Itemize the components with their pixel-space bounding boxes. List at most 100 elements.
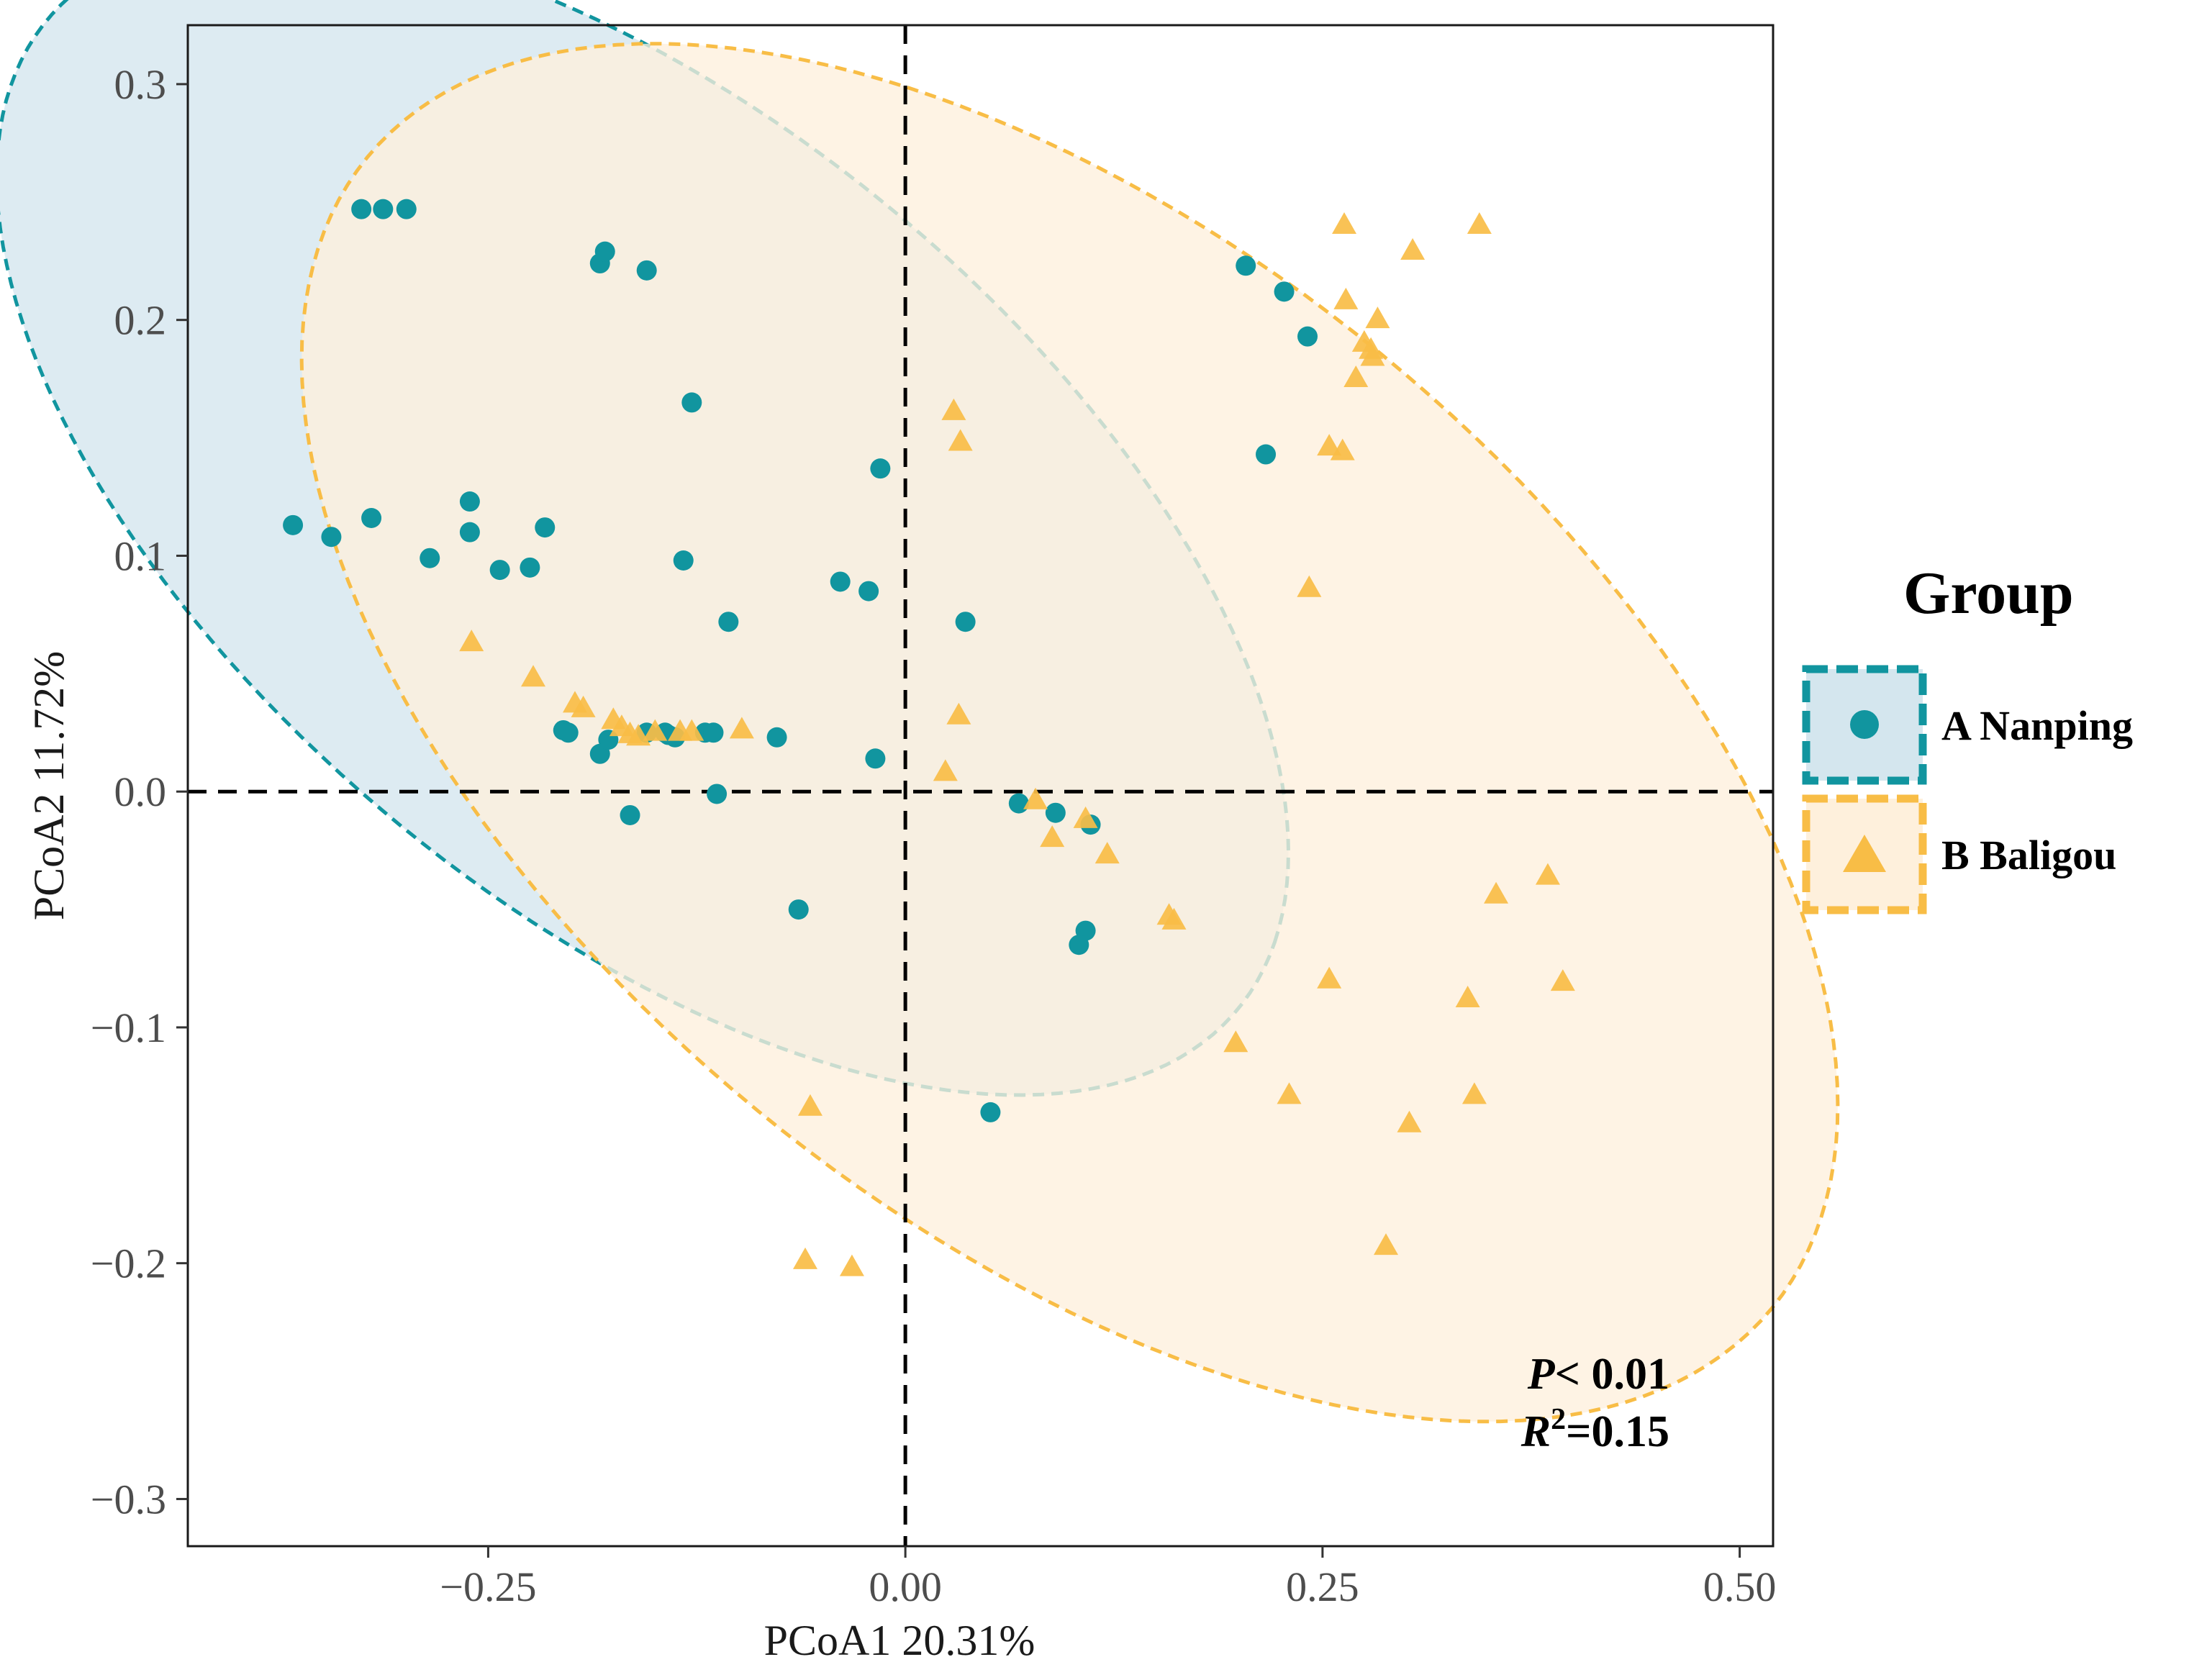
point-b-baligou-11 xyxy=(729,717,754,739)
y-tick-label-1: −0.2 xyxy=(91,1240,166,1287)
point-a-nanping-37 xyxy=(980,1102,1001,1122)
data-points xyxy=(283,199,1575,1276)
x-tick-label-3: 0.50 xyxy=(1703,1563,1777,1610)
point-b-baligou-44 xyxy=(1484,881,1509,904)
point-a-nanping-8 xyxy=(321,527,342,548)
confidence-ellipses xyxy=(0,0,1840,1424)
point-a-nanping-2 xyxy=(396,199,417,219)
point-a-nanping-44 xyxy=(1274,281,1295,302)
p-value-text: P< 0.01 xyxy=(1527,1350,1669,1399)
point-b-baligou-3 xyxy=(571,695,596,717)
point-a-nanping-15 xyxy=(535,517,556,538)
point-a-nanping-29 xyxy=(870,458,891,479)
point-b-baligou-27 xyxy=(1317,966,1342,989)
point-b-baligou-25 xyxy=(1223,1030,1248,1053)
legend-circle-marker xyxy=(1850,710,1879,739)
point-a-nanping-33 xyxy=(858,581,879,601)
legend-triangle-marker xyxy=(1843,835,1886,872)
legend-label-b-baligou: B Baligou xyxy=(1941,832,2116,878)
point-b-baligou-26 xyxy=(1277,1082,1302,1104)
point-a-nanping-38 xyxy=(1008,793,1029,814)
legend-label-a-nanping: A Nanping xyxy=(1941,702,2133,749)
y-tick-label-3: 0.0 xyxy=(114,768,167,815)
point-b-baligou-17 xyxy=(793,1247,818,1269)
legend-title: Group xyxy=(1903,560,2074,627)
point-a-nanping-12 xyxy=(459,522,480,542)
point-a-nanping-6 xyxy=(681,392,702,413)
legend-entry-a-nanping: A Nanping xyxy=(1802,665,2133,785)
point-b-baligou-16 xyxy=(797,1094,822,1116)
point-b-baligou-8 xyxy=(643,719,668,741)
point-a-nanping-1 xyxy=(373,199,394,219)
point-b-baligou-29 xyxy=(1400,238,1426,260)
point-b-baligou-14 xyxy=(946,702,971,725)
point-a-nanping-43 xyxy=(1236,255,1256,276)
point-a-nanping-36 xyxy=(788,899,809,920)
point-a-nanping-45 xyxy=(1297,326,1318,347)
point-a-nanping-10 xyxy=(420,548,440,568)
point-a-nanping-30 xyxy=(673,550,694,571)
plot-panel-border xyxy=(186,24,1775,1548)
point-b-baligou-42 xyxy=(1455,986,1480,1008)
point-b-baligou-38 xyxy=(1330,438,1355,460)
stats-annotation: P< 0.01 R2=0.15 xyxy=(1520,1350,1669,1456)
p-value: < 0.01 xyxy=(1555,1350,1669,1399)
point-b-baligou-20 xyxy=(1040,825,1065,848)
r2-label: R xyxy=(1520,1407,1551,1456)
point-b-baligou-28 xyxy=(1332,212,1357,234)
y-tick-label-6: 0.3 xyxy=(114,61,167,108)
axes: −0.25 0.00 0.25 0.50 −0.3 −0.2 −0.1 0.0 0.1 0.2 0.… xyxy=(91,61,1777,1610)
point-a-nanping-9 xyxy=(361,508,382,529)
x-axis-title: PCoA1 20.31% xyxy=(764,1617,1035,1664)
point-b-baligou-36 xyxy=(1343,365,1369,388)
point-a-nanping-34 xyxy=(865,748,886,769)
r2-value-text: R2=0.15 xyxy=(1520,1403,1669,1456)
point-a-nanping-4 xyxy=(594,241,615,262)
point-a-nanping-28 xyxy=(620,804,640,825)
y-tick-label-5: 0.2 xyxy=(114,297,167,344)
point-b-baligou-37 xyxy=(1317,434,1342,456)
point-a-nanping-27 xyxy=(766,727,787,748)
r2-value: =0.15 xyxy=(1566,1407,1669,1456)
point-a-nanping-32 xyxy=(830,571,851,592)
point-b-baligou-31 xyxy=(1333,287,1359,309)
point-a-nanping-31 xyxy=(718,612,739,632)
point-b-baligou-22 xyxy=(1094,842,1120,864)
point-a-nanping-46 xyxy=(1256,444,1277,465)
point-b-baligou-45 xyxy=(1535,863,1560,885)
point-a-nanping-25 xyxy=(703,722,724,743)
y-tick-label-2: −0.1 xyxy=(91,1004,166,1051)
point-a-nanping-11 xyxy=(459,491,480,512)
p-label: P xyxy=(1527,1350,1556,1399)
point-b-baligou-32 xyxy=(1365,307,1390,329)
y-axis-title: PCoA2 11.72% xyxy=(25,651,73,920)
point-a-nanping-7 xyxy=(283,514,304,535)
ellipse-b-baligou xyxy=(299,42,1840,1424)
point-a-nanping-39 xyxy=(1045,802,1066,823)
y-tick-label-4: 0.1 xyxy=(114,532,167,579)
legend: Group A Nanping B Baligou xyxy=(1802,560,2133,914)
point-a-nanping-0 xyxy=(351,199,372,219)
point-b-baligou-10 xyxy=(679,719,704,741)
point-b-baligou-35 xyxy=(1360,344,1385,366)
point-a-nanping-26 xyxy=(707,784,728,804)
point-b-baligou-18 xyxy=(839,1254,864,1276)
r2-exponent: 2 xyxy=(1551,1403,1566,1436)
point-a-nanping-13 xyxy=(489,560,510,581)
point-a-nanping-17 xyxy=(558,722,579,743)
point-b-baligou-41 xyxy=(1397,1110,1422,1132)
point-a-nanping-35 xyxy=(955,612,976,632)
point-b-baligou-39 xyxy=(1297,575,1322,597)
point-b-baligou-0 xyxy=(459,630,484,652)
point-b-baligou-43 xyxy=(1461,1082,1487,1104)
point-b-baligou-46 xyxy=(1550,969,1575,991)
y-tick-label-0: −0.3 xyxy=(91,1476,166,1522)
point-a-nanping-14 xyxy=(520,557,540,578)
point-a-nanping-5 xyxy=(636,260,657,281)
point-b-baligou-1 xyxy=(521,665,546,687)
reference-lines xyxy=(188,25,1773,1546)
point-b-baligou-15 xyxy=(933,759,958,781)
legend-entry-b-baligou: B Baligou xyxy=(1802,794,2116,914)
point-b-baligou-24 xyxy=(1161,907,1187,930)
